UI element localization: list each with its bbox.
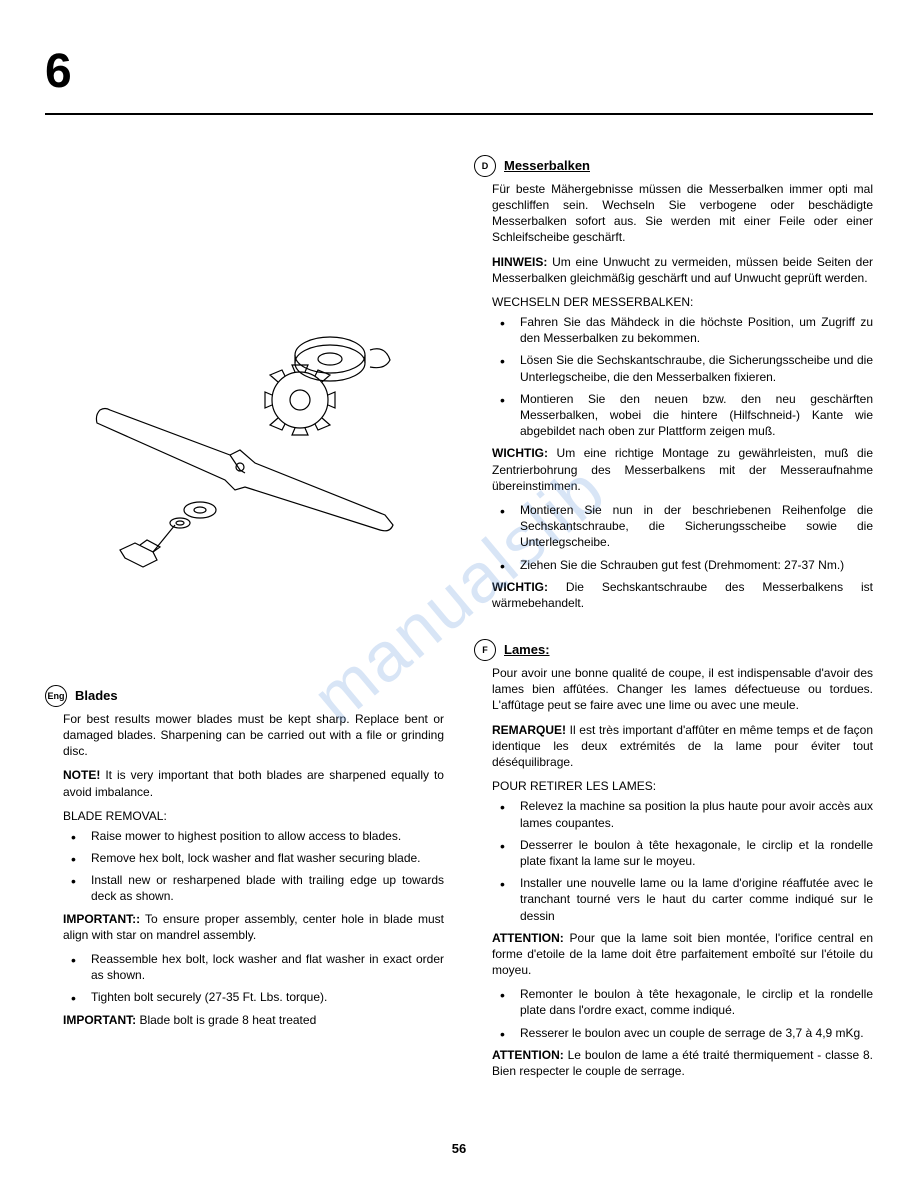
eng-important1-label: IMPORTANT::	[63, 912, 140, 926]
fr-important-1: ATTENTION: Pour que la lame soit bien mo…	[492, 930, 873, 979]
list-item: Remonter le boulon à tête hexagonale, le…	[492, 986, 873, 1018]
list-item: Montieren Sie den neuen bzw. den neu ges…	[492, 391, 873, 440]
fr-intro: Pour avoir une bonne qualité de coupe, i…	[492, 665, 873, 714]
list-item: Reassemble hex bolt, lock washer and fla…	[63, 951, 444, 983]
fr-important1-label: ATTENTION:	[492, 931, 564, 945]
fr-important2-label: ATTENTION:	[492, 1048, 564, 1062]
list-item: Install new or resharpened blade with tr…	[63, 872, 444, 904]
eng-removal-head: BLADE REMOVAL:	[63, 808, 444, 824]
de-note-label: HINWEIS:	[492, 255, 547, 269]
header-rule	[45, 113, 873, 115]
eng-important2-text: Blade bolt is grade 8 heat treated	[139, 1013, 316, 1027]
fr-important-2: ATTENTION: Le boulon de lame a été trait…	[492, 1047, 873, 1079]
fr-removal-head: POUR RETIRER LES LAMES:	[492, 778, 873, 794]
list-item: Relevez la machine sa position la plus h…	[492, 798, 873, 830]
eng-note-text: It is very important that both blades ar…	[63, 768, 444, 798]
eng-important-1: IMPORTANT:: To ensure proper assembly, c…	[63, 911, 444, 943]
eng-note-label: NOTE!	[63, 768, 100, 782]
left-column: Eng Blades For best results mower blades…	[45, 155, 444, 1087]
chapter-number: 6	[45, 45, 70, 98]
eng-section-title: Eng Blades	[45, 685, 444, 707]
list-item: Ziehen Sie die Schrauben gut fest (Drehm…	[492, 557, 873, 573]
list-item: Raise mower to highest position to allow…	[63, 828, 444, 844]
de-note-text: Um eine Unwucht zu vermeiden, müssen bei…	[492, 255, 873, 285]
page-number: 56	[452, 1140, 466, 1158]
eng-important-2: IMPORTANT: Blade bolt is grade 8 heat tr…	[63, 1012, 444, 1028]
list-item: Tighten bolt securely (27-35 Ft. Lbs. to…	[63, 989, 444, 1005]
de-important1-text: Um eine richtige Montage zu gewährleiste…	[492, 446, 873, 492]
eng-important2-label: IMPORTANT:	[63, 1013, 136, 1027]
fr-note: REMARQUE! Il est très important d'affûte…	[492, 722, 873, 771]
eng-intro: For best results mower blades must be ke…	[63, 711, 444, 760]
list-item: Desserrer le boulon à tête hexagonale, l…	[492, 837, 873, 869]
eng-note: NOTE! It is very important that both bla…	[63, 767, 444, 799]
de-important2-label: WICHTIG:	[492, 580, 548, 594]
de-list-2: Montieren Sie nun in der beschriebenen R…	[474, 502, 873, 573]
de-important-2: WICHTIG: Die Sechskantschraube des Messe…	[492, 579, 873, 611]
blade-diagram	[85, 315, 405, 575]
fr-section-title: F Lames:	[474, 639, 873, 661]
de-note: HINWEIS: Um eine Unwucht zu vermeiden, m…	[492, 254, 873, 286]
de-section-title: D Messerbalken	[474, 155, 873, 177]
list-item: Fahren Sie das Mähdeck in die höchste Po…	[492, 314, 873, 346]
list-item: Lösen Sie die Sechskantschraube, die Sic…	[492, 352, 873, 384]
de-removal-head: WECHSELN DER MESSERBALKEN:	[492, 294, 873, 310]
list-item: Resserer le boulon avec un couple de ser…	[492, 1025, 873, 1041]
page-header: 6	[45, 40, 873, 105]
list-item: Remove hex bolt, lock washer and flat wa…	[63, 850, 444, 866]
content-columns: Eng Blades For best results mower blades…	[45, 155, 873, 1087]
right-column: D Messerbalken Für beste Mähergebnisse m…	[474, 155, 873, 1087]
fr-note-label: REMARQUE!	[492, 723, 566, 737]
de-list-1: Fahren Sie das Mähdeck in die höchste Po…	[474, 314, 873, 439]
list-item: Montieren Sie nun in der beschriebenen R…	[492, 502, 873, 551]
de-important1-label: WICHTIG:	[492, 446, 548, 460]
list-item: Installer une nouvelle lame ou la lame d…	[492, 875, 873, 924]
eng-title: Blades	[75, 687, 118, 705]
de-important-1: WICHTIG: Um eine richtige Montage zu gew…	[492, 445, 873, 494]
de-important2-text: Die Sechskantschraube des Messerbalkens …	[492, 580, 873, 610]
eng-badge: Eng	[45, 685, 67, 707]
fr-badge: F	[474, 639, 496, 661]
fr-list-2: Remonter le boulon à tête hexagonale, le…	[474, 986, 873, 1041]
de-badge: D	[474, 155, 496, 177]
fr-list-1: Relevez la machine sa position la plus h…	[474, 798, 873, 923]
eng-list-1: Raise mower to highest position to allow…	[45, 828, 444, 905]
de-title: Messerbalken	[504, 157, 590, 175]
fr-title: Lames:	[504, 641, 550, 659]
de-intro: Für beste Mähergebnisse müssen die Messe…	[492, 181, 873, 246]
eng-list-2: Reassemble hex bolt, lock washer and fla…	[45, 951, 444, 1006]
